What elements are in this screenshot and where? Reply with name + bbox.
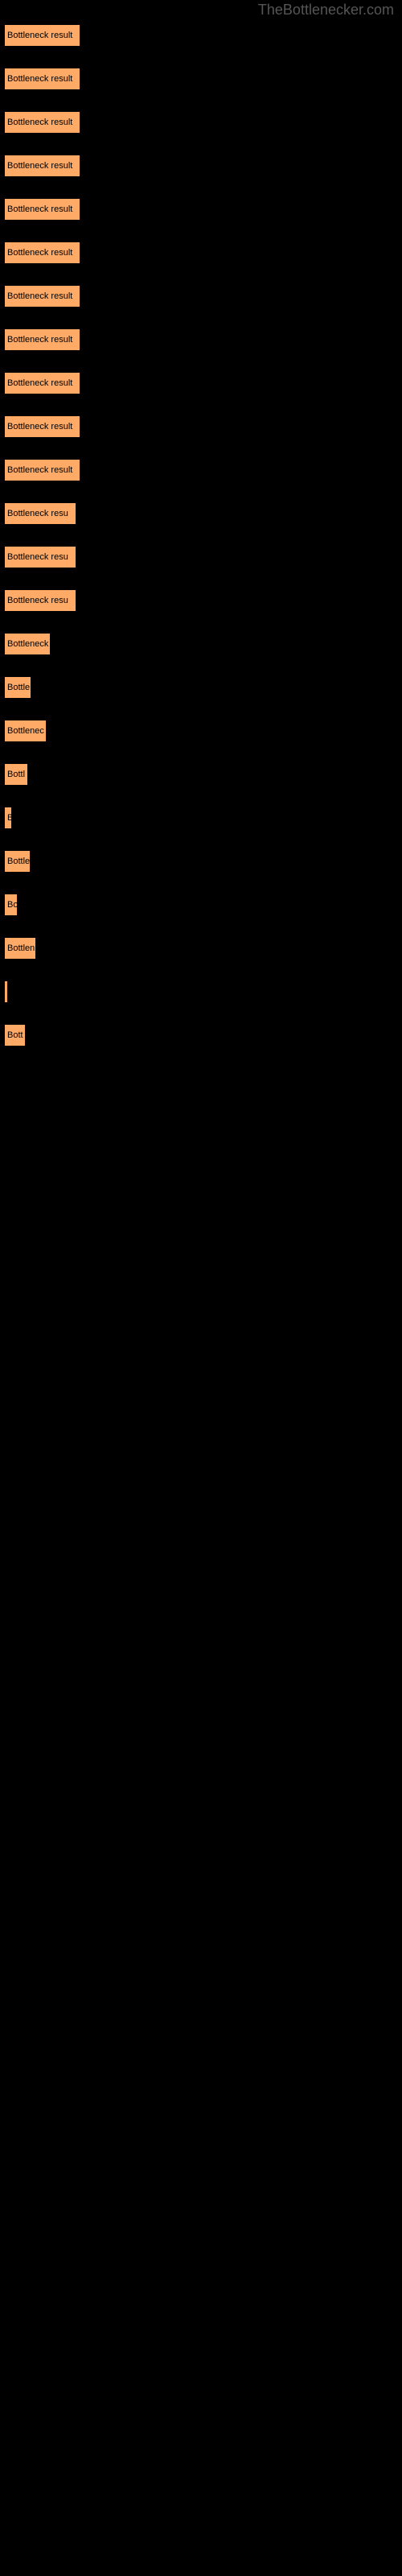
watermark: TheBottlenecker.com: [258, 2, 394, 19]
bar-item: Bottleneck result: [4, 198, 80, 221]
bar-label: Bo: [7, 900, 18, 910]
bar-item: Bottleneck result: [4, 242, 80, 264]
bar-label: Bottleneck result: [7, 161, 72, 171]
bar-label: Bottleneck result: [7, 422, 72, 431]
bar-item: Bottleneck: [4, 633, 51, 655]
bar-label: Bottl: [7, 770, 25, 779]
bar-label: Bottleneck resu: [7, 552, 68, 562]
bar-item: Bo: [4, 894, 18, 916]
bar-label: Bottleneck result: [7, 204, 72, 214]
bar-label: Bottleneck result: [7, 291, 72, 301]
bar-item: Bottle: [4, 850, 31, 873]
bar-label: Bottleneck resu: [7, 509, 68, 518]
bar-label: Bott: [7, 1030, 23, 1040]
bar-item: Bottleneck result: [4, 328, 80, 351]
bar-label: Bottle: [7, 857, 30, 866]
bar-label: Bottleneck result: [7, 74, 72, 84]
bar-label: Bottleneck result: [7, 248, 72, 258]
bar-item: Bottleneck result: [4, 285, 80, 308]
bar-item: Bottle: [4, 676, 31, 699]
bar-label: Bottleneck: [7, 639, 48, 649]
bar-item: Bottleneck result: [4, 372, 80, 394]
bar-label: Bottlenec: [7, 726, 44, 736]
bar-label: Bottleneck result: [7, 335, 72, 345]
bar-item: Bottleneck result: [4, 415, 80, 438]
bar-item: Bottleneck result: [4, 24, 80, 47]
bar-item: Bottlen: [4, 937, 36, 960]
bar-item: Bottleneck result: [4, 155, 80, 177]
bar-item: Bottleneck resu: [4, 546, 76, 568]
bar-item: Bottleneck resu: [4, 589, 76, 612]
bar-label: B: [7, 813, 12, 823]
bar-label: Bottleneck result: [7, 31, 72, 40]
bar-label: Bottleneck result: [7, 465, 72, 475]
bar-label: Bottleneck resu: [7, 596, 68, 605]
bar-item: Bottleneck result: [4, 111, 80, 134]
bar-label: Bottlen: [7, 943, 35, 953]
bar-item: Bottleneck result: [4, 459, 80, 481]
bar-item: Bottleneck resu: [4, 502, 76, 525]
bar-label: Bottle: [7, 683, 30, 692]
bar-item: Bottl: [4, 763, 28, 786]
bar-item: Bott: [4, 1024, 26, 1046]
bar-item: Bottleneck result: [4, 68, 80, 90]
bar-label: Bottleneck result: [7, 118, 72, 127]
bar-label: Bottleneck result: [7, 378, 72, 388]
bar-item: Bottlenec: [4, 720, 47, 742]
bar-item: [4, 980, 8, 1003]
bar-item: B: [4, 807, 12, 829]
